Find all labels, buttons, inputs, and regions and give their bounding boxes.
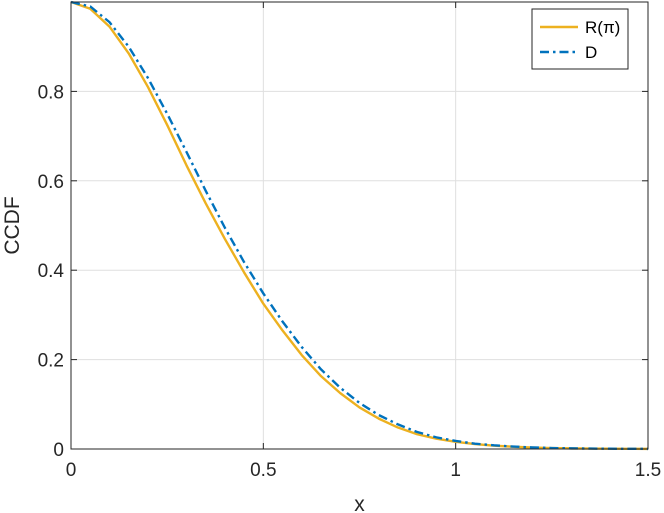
y-tick-label: 0.2 (38, 351, 64, 372)
legend-label-r-pi: R(π) (585, 18, 620, 37)
legend-label-d: D (585, 43, 597, 62)
y-axis-ticks: 0 0.2 0.4 0.6 0.8 (38, 82, 648, 461)
x-tick-label: 0 (66, 460, 77, 481)
plot-area (71, 2, 648, 449)
y-tick-label: 0 (53, 440, 64, 461)
legend: R(π) D (531, 8, 629, 70)
y-axis-label: CCDF (1, 196, 24, 254)
y-tick-label: 0.4 (38, 261, 65, 282)
x-tick-label: 1 (450, 460, 461, 481)
x-tick-label: 1.5 (635, 460, 661, 481)
x-axis-ticks: 0 0.5 1 1.5 (66, 2, 661, 481)
x-tick-label: 0.5 (250, 460, 276, 481)
y-tick-label: 0.8 (38, 82, 64, 103)
legend-box (531, 8, 629, 70)
y-tick-label: 0.6 (38, 172, 64, 193)
x-axis-label: x (354, 493, 365, 513)
series-line-d (70, 0, 649, 451)
plot-frame (70, 1, 649, 450)
series-layer (70, 0, 649, 451)
